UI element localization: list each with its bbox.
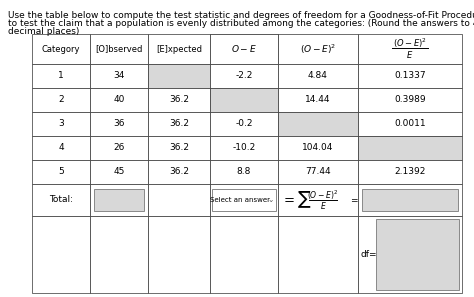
Bar	[32, 112, 90, 136]
Bar	[90, 88, 148, 112]
Text: $(O - E)^2$: $(O - E)^2$	[300, 42, 336, 56]
Bar	[210, 184, 278, 216]
Bar	[148, 216, 210, 293]
Text: 36.2: 36.2	[169, 168, 189, 176]
Text: [E]xpected: [E]xpected	[156, 45, 202, 53]
Text: $O - E$: $O - E$	[231, 43, 257, 55]
Text: 104.04: 104.04	[302, 143, 334, 152]
Bar	[148, 160, 210, 184]
Bar	[148, 34, 210, 64]
Text: $E$: $E$	[319, 200, 327, 211]
Bar	[278, 88, 358, 112]
Text: 4: 4	[58, 143, 64, 152]
Bar	[362, 189, 458, 211]
Bar	[358, 112, 462, 136]
Bar	[32, 88, 90, 112]
Bar	[148, 184, 210, 216]
Text: Category: Category	[42, 45, 80, 53]
Bar	[278, 34, 358, 64]
Text: 36: 36	[113, 119, 125, 129]
Bar	[278, 112, 358, 136]
Bar	[358, 136, 462, 160]
Bar	[210, 88, 278, 112]
Bar	[94, 189, 144, 211]
Text: 77.44: 77.44	[305, 168, 331, 176]
Text: 0.3989: 0.3989	[394, 96, 426, 105]
Text: Total:: Total:	[49, 195, 73, 205]
Bar	[278, 160, 358, 184]
Bar	[278, 136, 358, 160]
Text: Use the table below to compute the test statistic and degrees of freedom for a G: Use the table below to compute the test …	[8, 11, 474, 20]
Text: [O]bserved: [O]bserved	[95, 45, 143, 53]
Text: $(O - E)^2$: $(O - E)^2$	[393, 36, 427, 50]
Text: 34: 34	[113, 72, 125, 80]
Text: -10.2: -10.2	[232, 143, 255, 152]
Bar	[90, 136, 148, 160]
Bar	[90, 64, 148, 88]
Text: 0.0011: 0.0011	[394, 119, 426, 129]
Bar	[210, 64, 278, 88]
Text: ⌄: ⌄	[268, 195, 274, 205]
Text: 8.8: 8.8	[237, 168, 251, 176]
Text: $= \sum$: $= \sum$	[281, 190, 311, 210]
Bar	[32, 34, 90, 64]
Text: 45: 45	[113, 168, 125, 176]
Text: 14.44: 14.44	[305, 96, 331, 105]
Bar	[210, 112, 278, 136]
Bar	[148, 136, 210, 160]
Bar	[90, 216, 148, 293]
Bar	[32, 184, 90, 216]
Text: 3: 3	[58, 119, 64, 129]
Text: Select an answer: Select an answer	[210, 197, 270, 203]
Bar	[358, 184, 462, 216]
Bar	[90, 112, 148, 136]
Bar	[278, 216, 358, 293]
Text: to test the claim that a population is evenly distributed among the categories: : to test the claim that a population is e…	[8, 19, 474, 28]
Bar	[32, 136, 90, 160]
Bar	[90, 184, 148, 216]
Bar	[212, 189, 276, 211]
Text: 0.1337: 0.1337	[394, 72, 426, 80]
Bar	[358, 160, 462, 184]
Bar	[278, 64, 358, 88]
Bar	[90, 160, 148, 184]
Bar	[148, 88, 210, 112]
Text: 2: 2	[58, 96, 64, 105]
Bar	[90, 34, 148, 64]
Bar	[376, 219, 459, 290]
Text: $(O-E)^2$: $(O-E)^2$	[308, 188, 338, 202]
Bar	[358, 64, 462, 88]
Text: df=: df=	[361, 250, 377, 259]
Text: decimal places): decimal places)	[8, 27, 79, 36]
Bar	[210, 136, 278, 160]
Text: 40: 40	[113, 96, 125, 105]
Bar	[210, 216, 278, 293]
Bar	[32, 216, 90, 293]
Text: 5: 5	[58, 168, 64, 176]
Text: 36.2: 36.2	[169, 119, 189, 129]
Text: $E$: $E$	[406, 50, 414, 61]
Bar	[278, 184, 358, 216]
Text: $=$: $=$	[349, 195, 359, 205]
Bar	[148, 64, 210, 88]
Text: 4.84: 4.84	[308, 72, 328, 80]
Text: -2.2: -2.2	[235, 72, 253, 80]
Bar	[210, 160, 278, 184]
Text: 26: 26	[113, 143, 125, 152]
Bar	[32, 160, 90, 184]
Bar	[358, 34, 462, 64]
Bar	[210, 34, 278, 64]
Text: 36.2: 36.2	[169, 96, 189, 105]
Text: 2.1392: 2.1392	[394, 168, 426, 176]
Text: 36.2: 36.2	[169, 143, 189, 152]
Bar	[210, 34, 278, 64]
Bar	[358, 216, 462, 293]
Text: 1: 1	[58, 72, 64, 80]
Bar	[358, 88, 462, 112]
Bar	[32, 64, 90, 88]
Bar	[148, 112, 210, 136]
Text: -0.2: -0.2	[235, 119, 253, 129]
